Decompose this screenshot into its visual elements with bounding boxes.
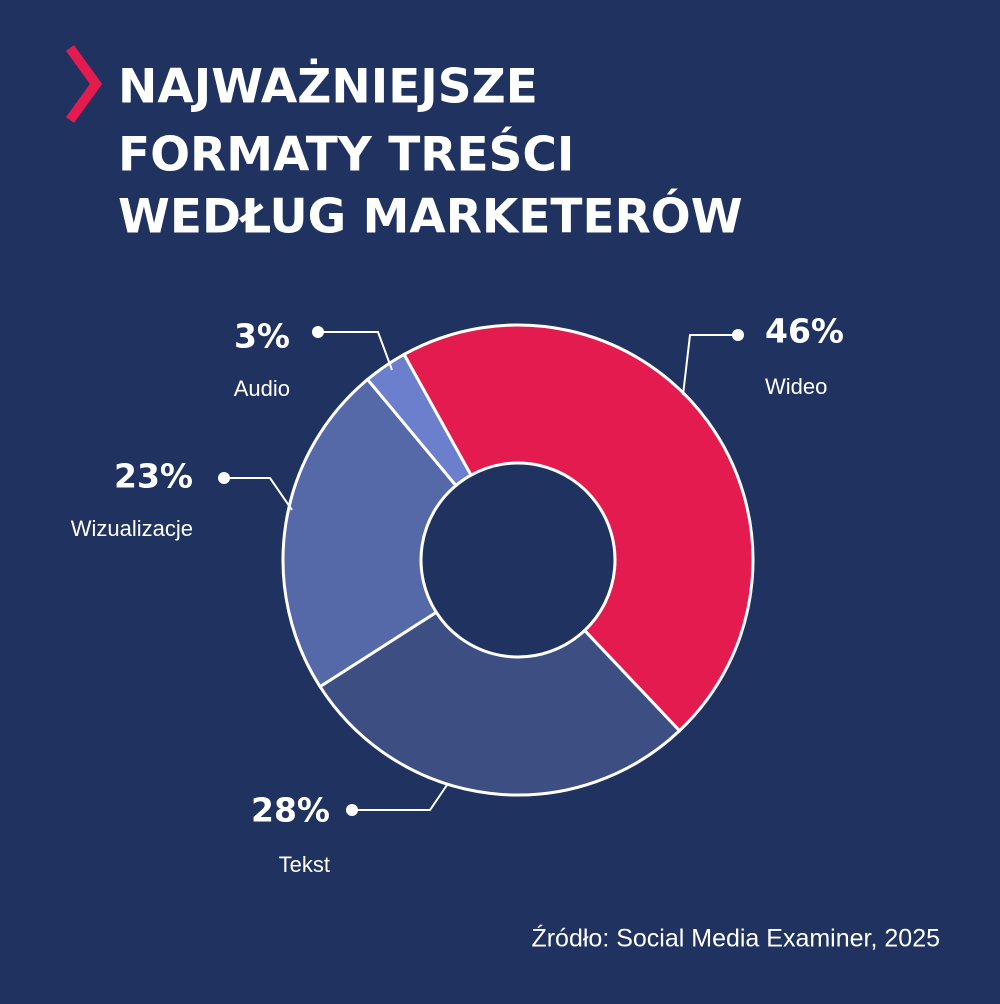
category-label: Wideo	[765, 374, 827, 399]
source-note: Źródło: Social Media Examiner, 2025	[531, 924, 940, 953]
category-label: Wizualizacje	[71, 516, 193, 541]
value-label: 28%	[251, 791, 330, 830]
chart-title: FORMATY TREŚCI	[118, 128, 574, 183]
chart-title: NAJWAŻNIEJSZE	[118, 60, 538, 115]
pie-slice	[317, 610, 682, 797]
value-label: 46%	[765, 312, 844, 351]
leader-line	[352, 784, 448, 811]
leader-dot	[732, 329, 744, 341]
value-label: 23%	[114, 457, 193, 496]
leader-line	[682, 334, 738, 396]
chart-title: WEDŁUG MARKETERÓW	[118, 190, 743, 245]
pie-slice	[402, 323, 755, 733]
leader-dot	[218, 472, 230, 484]
pie-slice	[281, 377, 459, 689]
value-label: 3%	[234, 317, 290, 356]
category-label: Tekst	[279, 852, 330, 877]
leader-dot	[312, 326, 324, 338]
chevron-icon	[65, 45, 103, 123]
leader-line	[318, 331, 393, 371]
category-label: Audio	[234, 376, 290, 401]
leader-line	[224, 477, 293, 511]
leader-dot	[346, 804, 358, 816]
pie-slice	[365, 352, 474, 488]
